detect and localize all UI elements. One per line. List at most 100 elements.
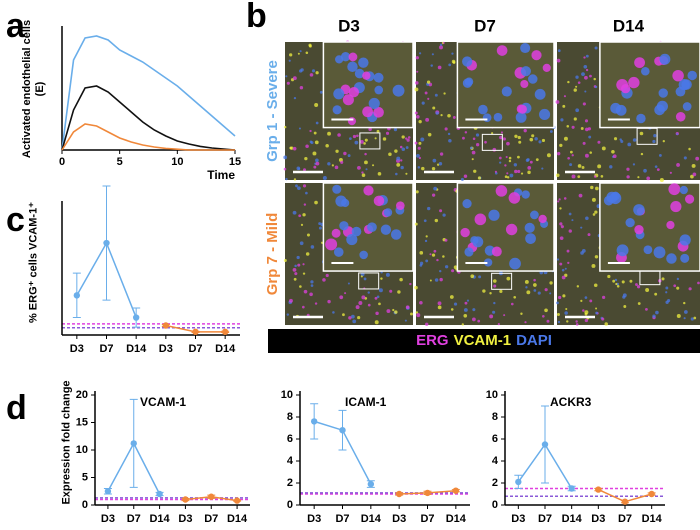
cell: [319, 90, 323, 94]
cell: [475, 143, 480, 147]
data-point: [233, 497, 241, 504]
cell: [567, 156, 570, 160]
cell: [573, 117, 577, 121]
cell: [593, 77, 596, 81]
cell: [432, 158, 437, 163]
cell: [621, 280, 625, 284]
cell: [524, 280, 529, 284]
cell: [427, 97, 430, 100]
x-tick-label: D3: [591, 513, 605, 525]
cell: [561, 268, 565, 272]
cell: [283, 155, 288, 160]
zoom-box: [358, 272, 380, 290]
cell: [533, 278, 536, 282]
nucleus: [373, 195, 385, 207]
cell: [315, 158, 319, 163]
cell: [304, 156, 308, 161]
cell: [305, 191, 308, 195]
cell: [318, 222, 322, 226]
nucleus: [373, 107, 384, 118]
cell: [294, 272, 298, 276]
cell: [529, 137, 534, 142]
cell: [520, 172, 524, 175]
x-tick-label: D14: [361, 513, 382, 525]
cell: [591, 197, 596, 202]
x-tick-label: D14: [149, 513, 170, 525]
cell: [453, 265, 458, 270]
cell: [449, 295, 454, 299]
cell: [477, 176, 482, 180]
data-point: [182, 496, 189, 503]
cell: [355, 305, 360, 310]
cell: [593, 283, 598, 288]
cell: [414, 285, 418, 290]
cell: [444, 238, 448, 242]
cell: [363, 142, 366, 145]
cell: [289, 53, 293, 57]
cell: [589, 151, 592, 154]
data-point: [104, 488, 112, 495]
nucleus: [335, 55, 344, 64]
nucleus: [501, 86, 512, 97]
data-point: [424, 489, 431, 497]
x-tick-label: 0: [59, 156, 65, 168]
cell: [643, 168, 647, 173]
cell: [303, 203, 307, 206]
cell: [602, 295, 606, 300]
cell: [382, 137, 387, 141]
cell: [492, 279, 497, 283]
nucleus: [325, 238, 338, 251]
cell: [452, 116, 456, 119]
cell: [518, 140, 522, 144]
cell: [563, 95, 567, 98]
cell: [360, 140, 364, 144]
nucleus: [685, 194, 695, 204]
x-axis-label: Time: [207, 168, 235, 182]
row-label: Grp 7 - Mild: [264, 213, 281, 296]
cell: [440, 114, 443, 117]
nucleus: [515, 111, 527, 123]
cell: [632, 163, 636, 166]
inset: [456, 182, 555, 272]
cell: [419, 300, 423, 305]
cell: [332, 311, 335, 314]
cell: [471, 158, 474, 161]
cell: [464, 131, 468, 134]
cell: [527, 166, 532, 170]
x-tick-label: D14: [562, 513, 583, 525]
cell: [374, 320, 379, 325]
cell: [580, 226, 583, 229]
cell: [525, 158, 530, 162]
nucleus: [358, 57, 369, 68]
cell: [438, 162, 443, 166]
cell: [597, 140, 601, 144]
cell: [405, 137, 408, 140]
cell: [612, 154, 617, 159]
cell: [460, 177, 464, 181]
cell: [589, 74, 592, 78]
cell: [584, 75, 588, 80]
cell: [448, 139, 452, 143]
cell: [397, 290, 401, 294]
nucleus: [496, 45, 508, 56]
cell: [559, 222, 563, 226]
x-tick-label: D3: [392, 513, 406, 525]
nucleus: [383, 208, 393, 217]
nucleus: [460, 227, 470, 238]
cell: [306, 233, 310, 237]
cell: [613, 137, 618, 141]
data-point: [452, 487, 460, 494]
y-tick-label: 5: [82, 471, 88, 483]
cell: [439, 43, 443, 47]
y-tick-label: 15: [76, 416, 88, 428]
nucleus: [483, 258, 493, 267]
nucleus: [482, 113, 492, 122]
cell: [308, 43, 312, 47]
nucleus: [362, 71, 371, 80]
nucleus: [672, 69, 684, 82]
cell: [607, 274, 611, 279]
cell: [538, 140, 542, 144]
y-tick-label: 10: [76, 444, 88, 456]
y-tick-label: 6: [287, 433, 293, 445]
cell: [405, 146, 409, 149]
